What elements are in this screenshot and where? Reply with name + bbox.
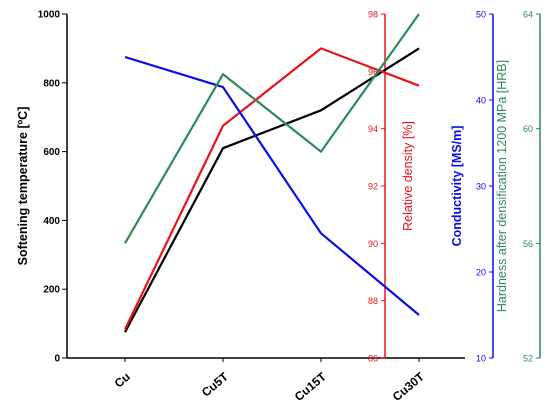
conductivity-tick-label-50: 50 xyxy=(476,10,486,20)
softening-axis-title: Softening temperature [ºC] xyxy=(16,107,30,266)
conductivity-tick-label-40: 40 xyxy=(476,96,486,106)
category-label-cu: Cu xyxy=(112,370,133,391)
softening-series-line xyxy=(124,47,420,333)
conductivity-tick-label-20: 20 xyxy=(476,268,486,278)
density-series-line xyxy=(124,47,420,330)
conductivity-series-line xyxy=(124,55,420,316)
axis-ticks: 0 200 400 600 800 1000 86 88 90 92 94 96 98 10 20 30 40 5… xyxy=(38,10,540,365)
density-tick-label-90: 90 xyxy=(368,239,378,249)
softening-tick-label-800: 800 xyxy=(43,78,60,89)
hardness-series-line xyxy=(124,13,420,244)
density-tick-label-88: 88 xyxy=(368,296,378,306)
softening-tick-label-1000: 1000 xyxy=(38,10,61,21)
hardness-tick-label-52: 52 xyxy=(523,354,533,364)
density-tick-label-96: 96 xyxy=(368,67,378,77)
density-tick-label-86: 86 xyxy=(368,354,378,364)
conductivity-axis-title: Conductivity [MS/m] xyxy=(450,126,464,247)
conductivity-tick-label-10: 10 xyxy=(476,354,486,364)
softening-tick-label-400: 400 xyxy=(43,216,60,227)
category-label-cu5t: Cu5T xyxy=(199,369,231,399)
series-lines xyxy=(124,13,420,333)
hardness-tick-label-56: 56 xyxy=(523,239,533,249)
softening-tick-label-200: 200 xyxy=(43,285,60,296)
conductivity-tick-label-30: 30 xyxy=(476,182,486,192)
hardness-tick-label-60: 60 xyxy=(523,124,533,134)
category-label-cu30t: Cu30T xyxy=(390,369,428,404)
hardness-tick-label-64: 64 xyxy=(523,10,533,20)
softening-tick-label-600: 600 xyxy=(43,147,60,158)
softening-tick-label-0: 0 xyxy=(54,354,60,365)
density-tick-label-98: 98 xyxy=(368,10,378,20)
density-tick-label-92: 92 xyxy=(368,182,378,192)
category-label-cu15t: Cu15T xyxy=(292,369,330,404)
density-axis-title: Relative density [%] xyxy=(401,121,415,231)
hardness-axis-title: Hardness after densification 1200 MPa [H… xyxy=(495,60,509,312)
density-tick-label-94: 94 xyxy=(368,124,378,134)
